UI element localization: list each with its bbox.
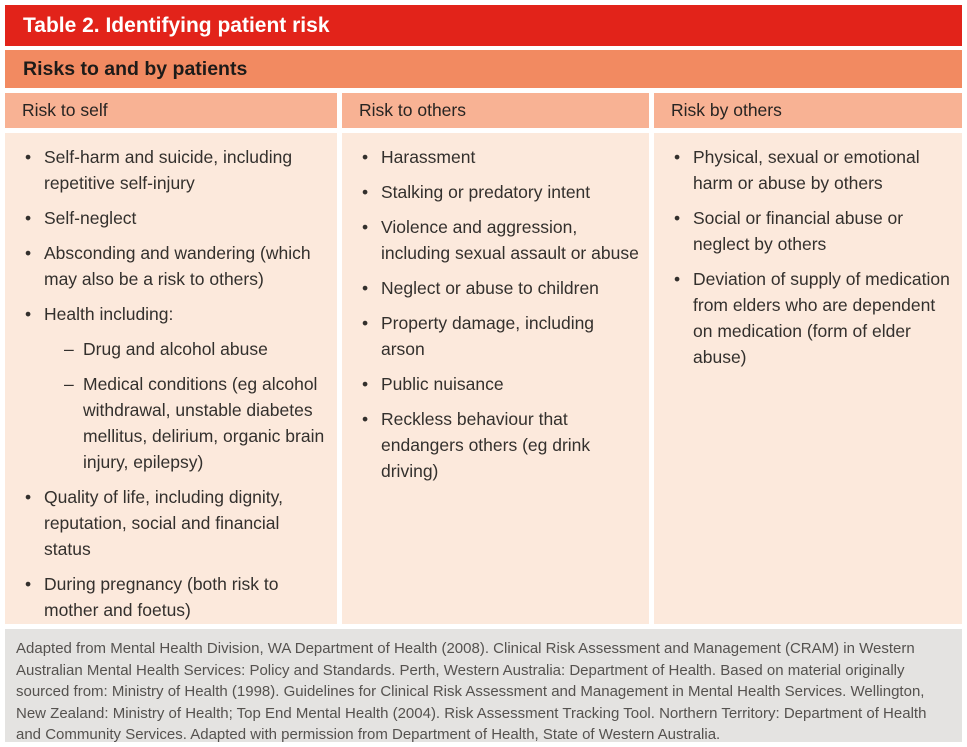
column-header-risk-to-self: Risk to self bbox=[5, 93, 337, 128]
list-item: Physical, sexual or emotional harm or ab… bbox=[674, 144, 952, 196]
risk-to-self-list: Self-harm and suicide, including repetit… bbox=[5, 144, 337, 623]
column-header-risk-by-others: Risk by others bbox=[654, 93, 962, 128]
cell-risk-to-self: Self-harm and suicide, including repetit… bbox=[5, 133, 337, 624]
list-item: Absconding and wandering (which may also… bbox=[25, 240, 327, 292]
risk-to-others-list: Harassment Stalking or predatory intent Vi… bbox=[342, 144, 649, 484]
list-item: Stalking or predatory intent bbox=[362, 179, 639, 205]
risk-by-others-list: Physical, sexual or emotional harm or ab… bbox=[654, 144, 962, 370]
column-header-label: Risk to others bbox=[359, 100, 466, 120]
list-item: Harassment bbox=[362, 144, 639, 170]
list-item: Reckless behaviour that endangers others… bbox=[362, 406, 639, 484]
list-item: Deviation of supply of medication from e… bbox=[674, 266, 952, 370]
table-subtitle: Risks to and by patients bbox=[23, 57, 248, 80]
sub-list: Drug and alcohol abuse Medical conditions… bbox=[44, 336, 327, 475]
list-item: Social or financial abuse or neglect by … bbox=[674, 205, 952, 257]
column-header-row: Risk to self Risk to others Risk by othe… bbox=[5, 93, 962, 128]
list-item: Health including:Drug and alcohol abuseM… bbox=[25, 301, 327, 475]
list-item: Self-neglect bbox=[25, 205, 327, 231]
table-title-bar: Table 2. Identifying patient risk bbox=[5, 5, 962, 46]
footnote-text: Adapted from Mental Health Division, WA … bbox=[16, 640, 927, 743]
sub-list-item: Medical conditions (eg alcohol withdrawa… bbox=[64, 371, 327, 475]
table-footnote: Adapted from Mental Health Division, WA … bbox=[5, 629, 962, 743]
table-subtitle-bar: Risks to and by patients bbox=[5, 50, 962, 88]
list-item: Self-harm and suicide, including repetit… bbox=[25, 144, 327, 196]
column-header-label: Risk to self bbox=[22, 100, 108, 120]
column-header-risk-to-others: Risk to others bbox=[342, 93, 649, 128]
list-item: During pregnancy (both risk to mother an… bbox=[25, 571, 327, 623]
cell-risk-to-others: Harassment Stalking or predatory intent Vi… bbox=[342, 133, 649, 624]
table-body-row: Self-harm and suicide, including repetit… bbox=[5, 133, 962, 624]
list-item: Property damage, including arson bbox=[362, 310, 639, 362]
list-item: Neglect or abuse to children bbox=[362, 275, 639, 301]
column-header-label: Risk by others bbox=[671, 100, 782, 120]
table-title: Table 2. Identifying patient risk bbox=[23, 13, 330, 37]
list-item: Quality of life, including dignity, repu… bbox=[25, 484, 327, 562]
sub-list-item: Drug and alcohol abuse bbox=[64, 336, 327, 362]
cell-risk-by-others: Physical, sexual or emotional harm or ab… bbox=[654, 133, 962, 624]
list-item: Public nuisance bbox=[362, 371, 639, 397]
list-item: Violence and aggression, including sexua… bbox=[362, 214, 639, 266]
